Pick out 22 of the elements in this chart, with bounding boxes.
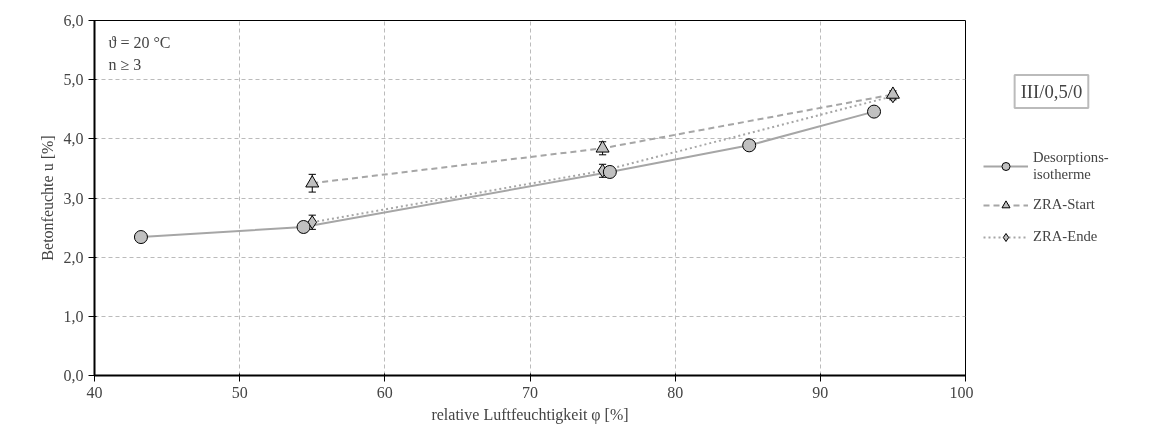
x-axis-title: relative Luftfeuchtigkeit φ [%] xyxy=(431,405,629,424)
y-tick-label: 0,0 xyxy=(63,367,84,384)
y-tick-label: 6,0 xyxy=(63,12,84,29)
x-tick-label: 100 xyxy=(949,383,974,401)
x-tick-label: 50 xyxy=(231,383,248,401)
x-tick-label: 70 xyxy=(522,383,538,401)
y-tick-label: 5,0 xyxy=(63,71,84,89)
legend-label: Desorptions- isotherme xyxy=(1033,148,1109,183)
annotation: n ≥ 3 xyxy=(108,55,142,73)
x-tick-label: 90 xyxy=(812,383,829,401)
text: III/0,5/0 xyxy=(1020,81,1083,102)
legend-label: ZRA-Ende xyxy=(1033,228,1098,245)
y-tick-label: 1,0 xyxy=(63,307,84,325)
y-tick-label: 4,0 xyxy=(63,130,84,148)
y-tick-label: 2,0 xyxy=(63,248,84,266)
annotation: ϑ = 20 °C xyxy=(108,33,171,51)
x-tick-label: 80 xyxy=(667,383,684,401)
x-tick-label: 40 xyxy=(86,383,103,401)
y-axis-title: Betonfeuchte u [%] xyxy=(38,135,56,261)
x-tick-label: 60 xyxy=(376,383,393,401)
y-tick-label: 3,0 xyxy=(63,189,84,207)
legend-label: ZRA-Start xyxy=(1033,196,1095,213)
